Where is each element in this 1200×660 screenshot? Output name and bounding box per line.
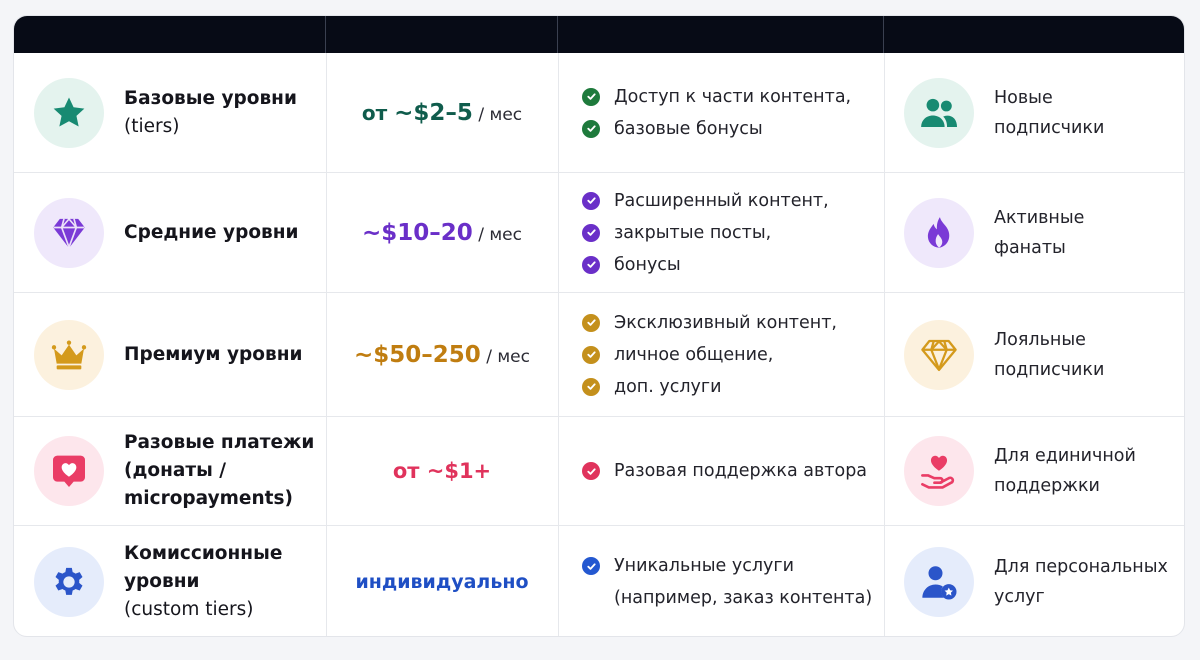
- tier-name: Комиссионные уровни (custom tiers): [124, 543, 283, 620]
- price-value: ~$10–20 / мес: [362, 219, 522, 246]
- tier-cell: Базовые уровни (tiers): [14, 53, 326, 172]
- flame-icon: [904, 197, 974, 268]
- gear-icon: [34, 547, 104, 617]
- check-icon: [582, 191, 600, 210]
- star-icon: [34, 77, 104, 148]
- feature-item: Эксклюзивный контент,: [582, 307, 837, 339]
- users-icon: [904, 77, 974, 148]
- features-cell: Расширенный контент, закрытые посты, бон…: [558, 173, 884, 292]
- price-value: от ~$2–5 / мес: [361, 99, 523, 126]
- tier-cell: Средние уровни: [14, 173, 326, 292]
- audience-text: Для персональных услуг: [994, 557, 1168, 607]
- feature-item: бонусы: [582, 249, 829, 281]
- feature-item: базовые бонусы: [582, 113, 851, 145]
- check-icon: [582, 255, 600, 274]
- tier-name: Разовые платежи (донаты / micropayments): [124, 432, 315, 509]
- check-icon: [582, 345, 600, 364]
- features-cell: Уникальные услуги (например, заказ конте…: [558, 526, 884, 636]
- audience-cell: Для персональных услуг: [884, 526, 1184, 636]
- gem-outline-icon: [904, 319, 974, 390]
- features-cell: Разовая поддержка автора: [558, 417, 884, 525]
- tier-name: Средние уровни: [124, 221, 299, 243]
- price-cell: ~$10–20 / мес: [326, 173, 558, 292]
- price-cell: ~$50–250 / мес: [326, 293, 558, 416]
- column-divider: [558, 53, 559, 636]
- table-row-one-time: Разовые платежи (донаты / micropayments)…: [14, 417, 1184, 526]
- table-row-mid: Средние уровни ~$10–20 / мес Расширенный…: [14, 173, 1184, 293]
- check-icon: [582, 462, 600, 480]
- tier-cell: Комиссионные уровни (custom tiers): [14, 526, 326, 636]
- feature-item: личное общение,: [582, 339, 837, 371]
- check-icon: [582, 313, 600, 332]
- check-icon: [582, 557, 600, 575]
- audience-cell: Активные фанаты: [884, 173, 1184, 292]
- features-cell: Эксклюзивный контент, личное общение, до…: [558, 293, 884, 416]
- price-cell: индивидуально: [326, 526, 558, 636]
- table-row-premium: Премиум уровни ~$50–250 / мес Эксклюзивн…: [14, 293, 1184, 417]
- audience-cell: Новые подписчики: [884, 53, 1184, 172]
- table-row-basic: Базовые уровни (tiers) от ~$2–5 / мес До…: [14, 53, 1184, 173]
- price-value: индивидуально: [355, 571, 529, 593]
- audience-text: Новые подписчики: [994, 87, 1105, 138]
- price-cell: от ~$1+: [326, 417, 558, 525]
- check-icon: [582, 223, 600, 242]
- table-row-custom: Комиссионные уровни (custom tiers) индив…: [14, 526, 1184, 636]
- feature-item: закрытые посты,: [582, 217, 829, 249]
- header-cell-audience: [884, 16, 1184, 53]
- column-divider: [326, 53, 327, 636]
- price-cell: от ~$2–5 / мес: [326, 53, 558, 172]
- feature-item: доп. услуги: [582, 371, 837, 403]
- header-cell-features: [558, 16, 884, 53]
- feature-item: Уникальные услуги: [582, 550, 872, 582]
- audience-cell: Лояльные подписчики: [884, 293, 1184, 416]
- audience-text: Для единичной поддержки: [994, 446, 1136, 496]
- audience-text: Лояльные подписчики: [994, 329, 1105, 380]
- tier-name: Премиум уровни: [124, 343, 303, 365]
- user-star-icon: [904, 547, 974, 617]
- feature-item: (например, заказ контента): [614, 588, 873, 608]
- check-icon: [582, 87, 600, 106]
- features-cell: Доступ к части контента, базовые бонусы: [558, 53, 884, 172]
- tier-cell: Разовые платежи (донаты / micropayments): [14, 417, 326, 525]
- tier-name: Базовые уровни (tiers): [124, 87, 297, 137]
- check-icon: [582, 119, 600, 138]
- price-value: ~$50–250 / мес: [354, 341, 530, 368]
- feature-item: Расширенный контент,: [582, 185, 829, 217]
- check-icon: [582, 377, 600, 396]
- audience-text: Активные фанаты: [994, 207, 1085, 258]
- feature-item: Доступ к части контента,: [582, 81, 851, 113]
- heart-chat-icon: [34, 436, 104, 506]
- audience-cell: Для единичной поддержки: [884, 417, 1184, 525]
- tier-cell: Премиум уровни: [14, 293, 326, 416]
- table-header: [14, 16, 1184, 53]
- pricing-table: Базовые уровни (tiers) от ~$2–5 / мес До…: [13, 15, 1185, 637]
- header-cell-tier: [14, 16, 326, 53]
- heart-hand-icon: [904, 436, 974, 506]
- price-value: от ~$1+: [392, 459, 492, 483]
- diamond-icon: [34, 197, 104, 268]
- column-divider: [884, 53, 885, 636]
- crown-icon: [34, 319, 104, 390]
- header-cell-price: [326, 16, 558, 53]
- feature-item: Разовая поддержка автора: [582, 455, 867, 487]
